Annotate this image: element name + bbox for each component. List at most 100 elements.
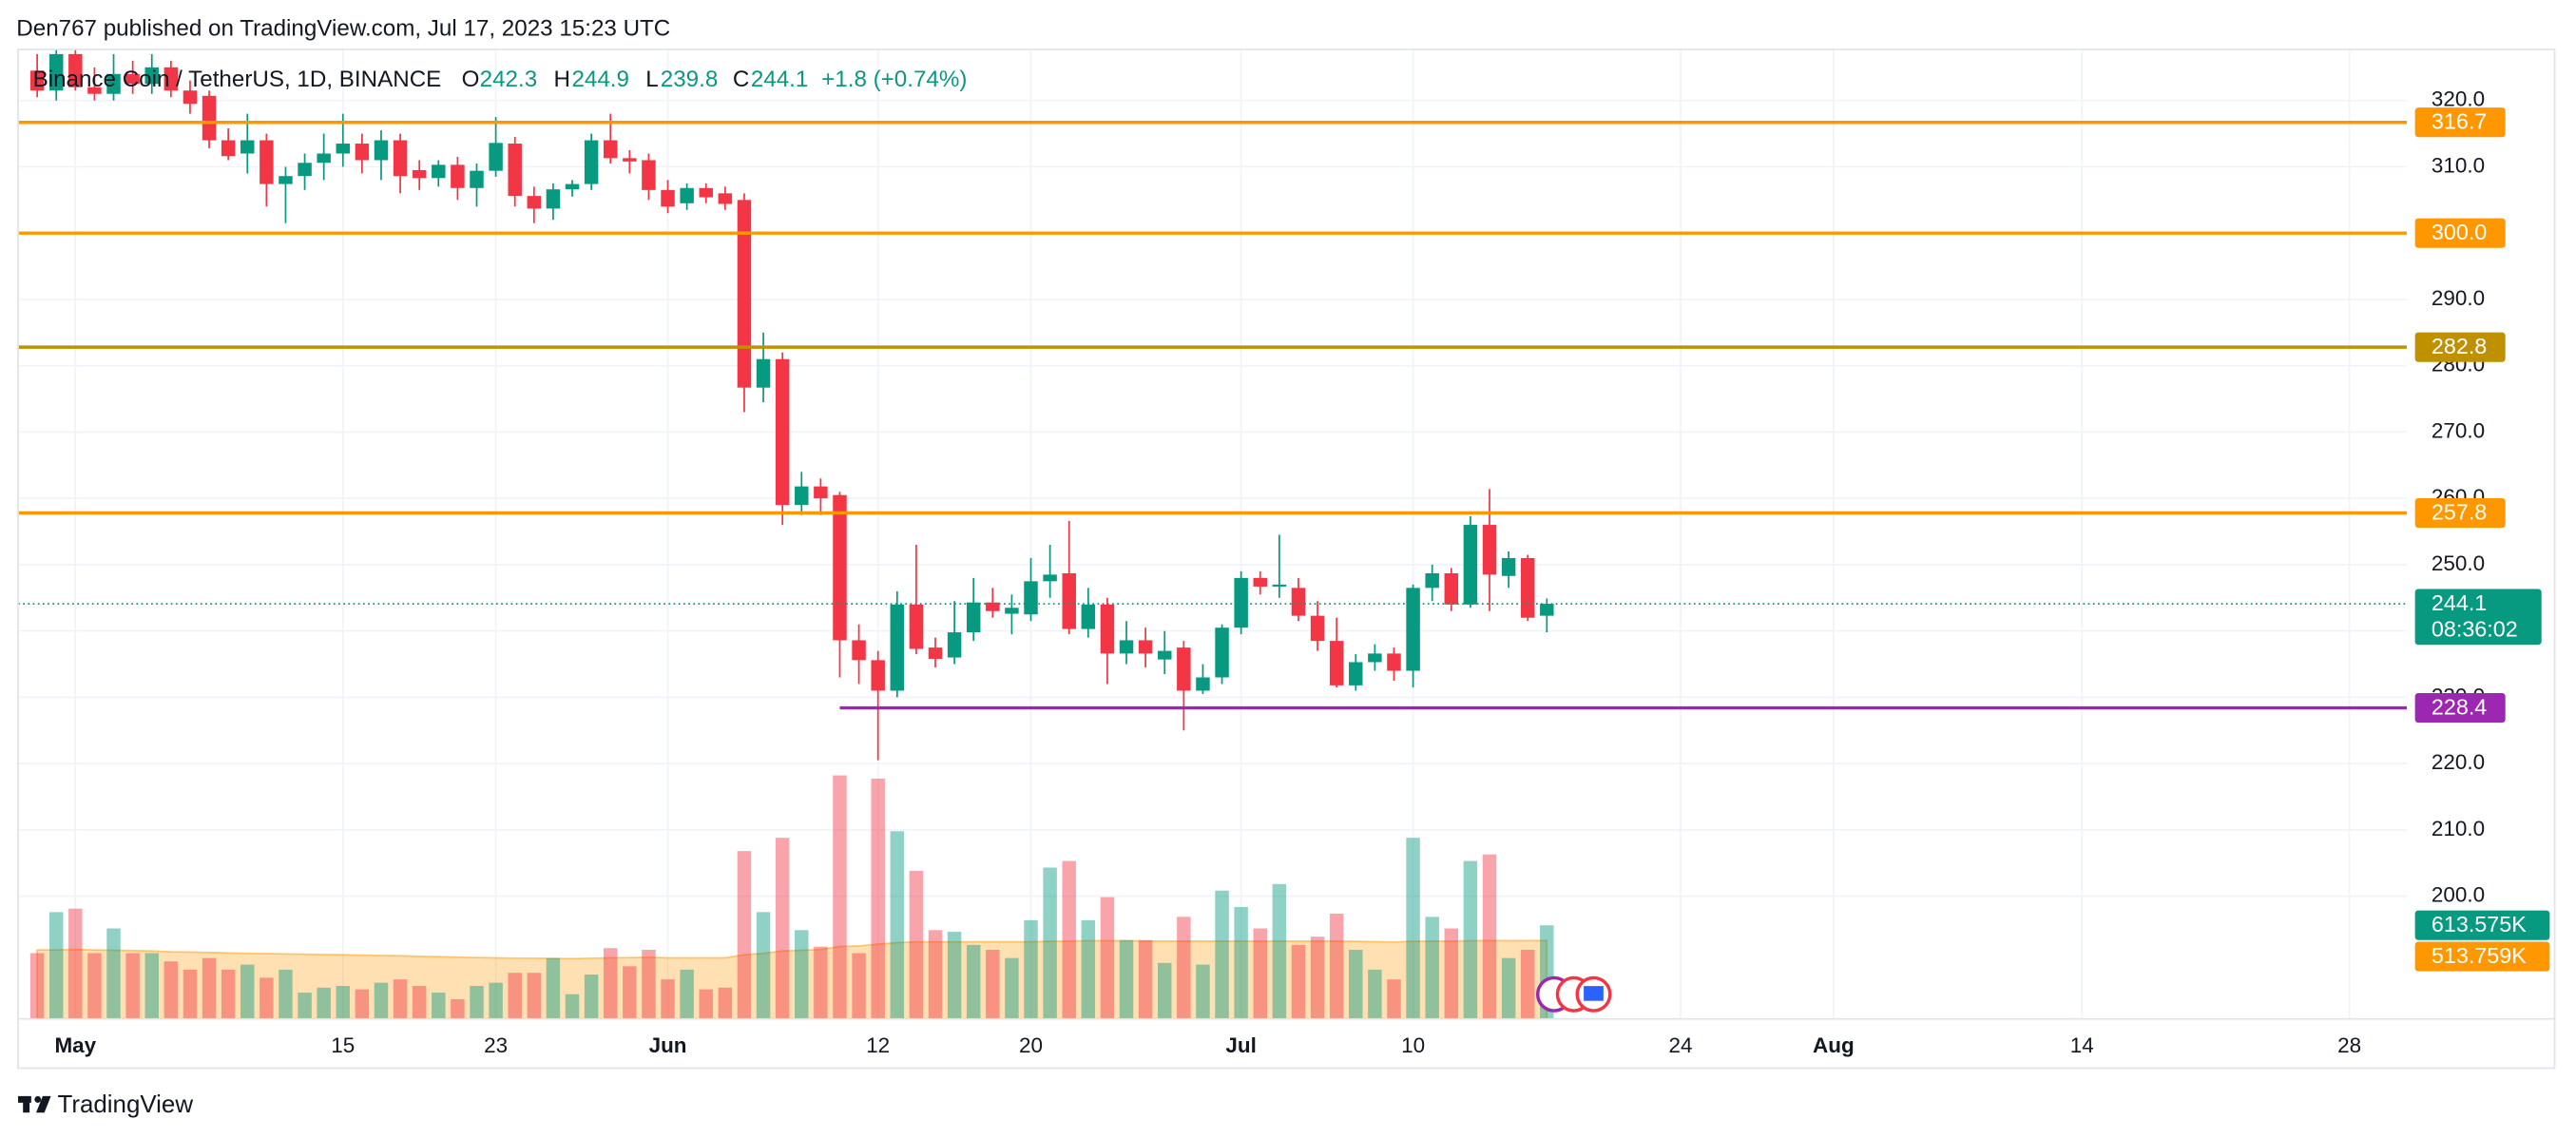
volume-bar	[393, 979, 408, 1019]
candle-body	[183, 90, 198, 105]
change: +1.8 (+0.74%)	[821, 67, 967, 92]
volume-bar	[1196, 964, 1210, 1019]
candle-body	[432, 164, 446, 179]
candle-body	[1158, 650, 1172, 660]
last-price-label: 244.1	[2432, 590, 2487, 615]
candle-body	[1349, 662, 1363, 685]
volume-bar	[29, 953, 45, 1019]
candle-body	[603, 140, 618, 159]
level-tag	[2414, 107, 2506, 138]
candle-body	[661, 189, 675, 207]
candle-body	[374, 140, 389, 161]
levels	[18, 120, 2407, 710]
volume-bar	[1005, 957, 1019, 1019]
candle-body	[909, 604, 924, 649]
publisher-header: Den767 published on TradingView.com, Jul…	[16, 16, 670, 42]
y-tick-label: 270.0	[2432, 418, 2485, 442]
volume-bar	[1368, 969, 1382, 1019]
candle-body	[1234, 577, 1248, 628]
candle-body	[279, 176, 293, 184]
volume-bar	[1043, 867, 1057, 1019]
volume-bar	[852, 953, 866, 1019]
candle-body	[1463, 525, 1478, 605]
candle-body	[260, 140, 274, 184]
candle-body	[106, 73, 121, 94]
footer-logo: TradingView	[18, 1091, 193, 1118]
volume-bar	[1482, 854, 1497, 1019]
x-tick-label: Jul	[1225, 1033, 1256, 1057]
volume-bar	[1253, 928, 1267, 1019]
candle-body	[756, 358, 771, 388]
volume-bar	[1024, 919, 1038, 1019]
candle-body	[1444, 572, 1459, 605]
volume-ma-area	[36, 939, 1548, 1019]
volume-bar	[603, 948, 618, 1019]
y-tick-label: 290.0	[2432, 286, 2485, 310]
volume-bar	[1463, 860, 1478, 1019]
volume-bar	[1444, 928, 1459, 1019]
candle-body	[947, 632, 962, 658]
volume-bar	[871, 778, 885, 1019]
candle-body	[1425, 572, 1439, 589]
volume-bar	[775, 838, 790, 1019]
volume-pane	[29, 775, 1554, 1019]
y-tick-label: 210.0	[2432, 817, 2485, 840]
volume-bar	[451, 998, 465, 1019]
x-tick-label: 20	[1019, 1033, 1043, 1057]
volume-bar	[1158, 962, 1172, 1019]
volume-bar	[1329, 913, 1344, 1019]
volume-bar	[833, 775, 847, 1019]
candle-body	[928, 647, 943, 659]
volume-bar	[68, 908, 83, 1019]
volume-bar	[240, 964, 255, 1019]
volume-bar	[890, 831, 905, 1019]
volume-bar	[699, 989, 713, 1019]
volume-bar	[221, 969, 236, 1019]
volume-bar	[1501, 957, 1516, 1019]
candle-body	[1253, 577, 1267, 587]
volume-bar	[355, 989, 370, 1019]
volume-bar	[87, 953, 102, 1019]
level-tag	[2414, 693, 2506, 724]
candle-body	[718, 193, 733, 204]
volume-bar	[1272, 883, 1287, 1019]
candle-body	[871, 660, 885, 691]
volume-bar	[317, 987, 331, 1019]
x-tick-label: May	[54, 1033, 96, 1057]
level-label: 300.0	[2432, 220, 2487, 244]
frame	[17, 48, 2556, 1070]
volume-bar	[737, 851, 752, 1019]
volume-bar	[1177, 917, 1191, 1019]
volume-bar	[947, 932, 962, 1019]
volume-bar	[336, 986, 351, 1019]
volume-bar	[1138, 939, 1153, 1019]
level-label: 316.7	[2432, 109, 2487, 134]
volume-bar	[183, 969, 198, 1019]
level-label: 282.8	[2432, 334, 2487, 358]
volume-bar	[489, 982, 503, 1019]
footer-brand: TradingView	[57, 1091, 193, 1118]
candle-body	[986, 602, 1000, 611]
candle-body	[68, 53, 83, 87]
volume-bar	[202, 957, 217, 1019]
flag	[1584, 986, 1604, 1001]
candle-body	[584, 140, 599, 184]
ohlc-letter: C	[733, 67, 749, 92]
ohlc-letter: H	[553, 67, 569, 92]
volume-bar	[432, 993, 446, 1019]
y-tick-label: 320.0	[2432, 87, 2485, 111]
volume-bar	[106, 928, 121, 1019]
candle-body	[1329, 641, 1344, 685]
volume-bar	[412, 986, 427, 1019]
legend: Binance Coin / TetherUS, 1D, BINANCE O 2…	[33, 67, 968, 92]
symbol: Binance Coin / TetherUS, 1D, BINANCE	[33, 67, 442, 92]
candle-body	[833, 494, 847, 641]
volume-bar	[1100, 897, 1115, 1019]
x-tick-label: 10	[1401, 1033, 1425, 1057]
candle-body	[489, 143, 503, 171]
candle-body	[852, 640, 866, 661]
y-tick-label: 200.0	[2432, 883, 2485, 907]
candle-body	[202, 95, 217, 141]
